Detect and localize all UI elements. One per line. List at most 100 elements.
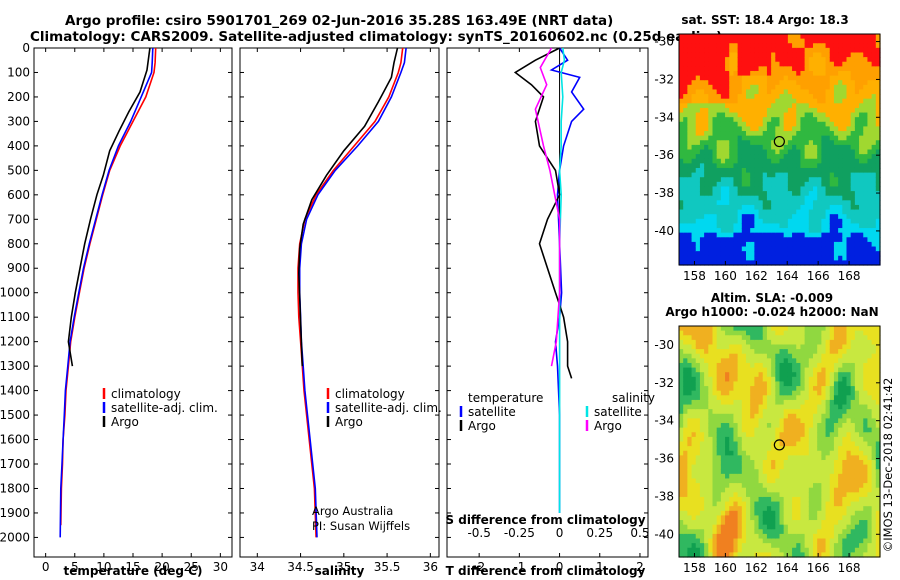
map-cell (787, 349, 793, 355)
map-cell (808, 200, 814, 206)
map-cell (758, 200, 764, 206)
map-cell (779, 191, 785, 197)
map-cell (838, 186, 843, 192)
map-cell (783, 409, 789, 415)
map-cell (825, 251, 831, 257)
map-cell (792, 167, 797, 174)
map-cell (829, 121, 835, 127)
map-cell (796, 218, 802, 225)
map-cell (687, 464, 693, 470)
map-cell (712, 446, 718, 452)
map-y-tick-label: -36 (654, 148, 674, 162)
map-cell (754, 515, 760, 521)
map-cell (850, 432, 856, 438)
map-cell (679, 524, 684, 530)
map-cell (679, 432, 684, 438)
map-cell (766, 404, 772, 410)
map-cell (838, 515, 843, 521)
map-cell (817, 204, 822, 211)
map-cell (687, 524, 693, 530)
map-cell (708, 204, 714, 211)
map-cell (863, 121, 869, 127)
map-cell (699, 52, 705, 58)
map-cell (804, 34, 810, 40)
map-cell (846, 478, 852, 484)
map-cell (699, 436, 705, 443)
map-cell (792, 84, 797, 91)
map-cell (699, 70, 705, 77)
map-cell (775, 386, 781, 392)
map-cell (875, 94, 881, 100)
map-cell (762, 135, 768, 141)
map-cell (846, 515, 852, 521)
map-cell (762, 98, 768, 104)
map-cell (746, 436, 751, 443)
map-cell (758, 390, 764, 396)
map-cell (737, 241, 743, 248)
map-cell (687, 200, 693, 206)
map-cell (687, 418, 693, 424)
map-cell (859, 492, 864, 498)
map-cell (712, 330, 718, 336)
map-cell (863, 186, 869, 192)
map-cell (733, 418, 739, 424)
map-cell (704, 154, 709, 160)
map-cell (754, 98, 760, 104)
map-cell (746, 218, 751, 225)
map-cell (716, 209, 722, 215)
map-cell (712, 372, 718, 378)
map-cell (804, 214, 810, 220)
map-cell (704, 330, 709, 336)
map-cell (783, 34, 789, 40)
map-cell (733, 483, 739, 489)
map-cell (792, 395, 797, 401)
map-cell (838, 464, 843, 470)
map-cell (699, 126, 705, 132)
map-cell (762, 84, 768, 91)
map-cell (825, 520, 831, 526)
map-cell (750, 251, 755, 257)
map-cell (808, 441, 814, 447)
map-cell (741, 436, 747, 443)
map-cell (716, 492, 722, 498)
map-cell (825, 367, 831, 373)
map-cell (704, 241, 709, 248)
map-cell (766, 186, 772, 192)
map-cell (804, 529, 810, 535)
map-cell (699, 181, 705, 188)
map-cell (733, 57, 739, 63)
map-cell (716, 423, 722, 429)
map-cell (804, 186, 810, 192)
map-cell (741, 464, 747, 470)
map-cell (829, 510, 835, 517)
map-cell (800, 446, 806, 452)
map-cell (708, 80, 714, 86)
map-cell (850, 459, 856, 466)
map-cell (746, 223, 751, 229)
map-cell (787, 492, 793, 498)
map-cell (817, 131, 822, 137)
map-cell (679, 200, 684, 206)
map-cell (875, 200, 881, 206)
map-cell (699, 506, 705, 512)
map-cell (863, 43, 869, 49)
map-cell (695, 140, 701, 146)
map-cell (808, 172, 814, 178)
map-cell (854, 246, 860, 252)
map-cell (817, 140, 822, 146)
map-cell (829, 98, 835, 104)
map-cell (842, 75, 848, 81)
map-cell (708, 473, 714, 480)
map-cell (850, 510, 856, 517)
depth-tick-label: 200 (7, 90, 30, 104)
map-cell (704, 251, 709, 257)
map-cell (804, 330, 810, 336)
map-cell (704, 172, 709, 178)
map-cell (817, 80, 822, 86)
map-cell (854, 496, 860, 503)
map-cell (733, 107, 739, 114)
map-cell (817, 200, 822, 206)
map-cell (750, 390, 755, 396)
map-cell (716, 154, 722, 160)
map-cell (691, 547, 697, 553)
